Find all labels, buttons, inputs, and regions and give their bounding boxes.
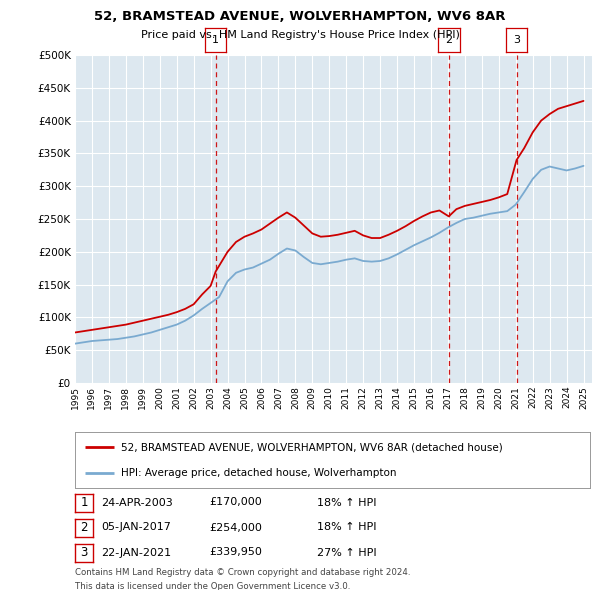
Text: 1: 1 [212,35,219,45]
Text: £254,000: £254,000 [209,523,262,533]
Text: £339,950: £339,950 [209,548,262,558]
Text: 24-APR-2003: 24-APR-2003 [101,497,173,507]
Text: Price paid vs. HM Land Registry's House Price Index (HPI): Price paid vs. HM Land Registry's House … [140,30,460,40]
Text: 18% ↑ HPI: 18% ↑ HPI [317,497,377,507]
Text: 05-JAN-2017: 05-JAN-2017 [101,523,171,533]
Text: £170,000: £170,000 [209,497,262,507]
Text: 3: 3 [513,35,520,45]
Text: 1: 1 [80,496,88,509]
Text: 22-JAN-2021: 22-JAN-2021 [101,548,171,558]
Text: 3: 3 [80,546,88,559]
Text: Contains HM Land Registry data © Crown copyright and database right 2024.: Contains HM Land Registry data © Crown c… [75,568,410,577]
Text: 2: 2 [445,35,452,45]
Text: 52, BRAMSTEAD AVENUE, WOLVERHAMPTON, WV6 8AR (detached house): 52, BRAMSTEAD AVENUE, WOLVERHAMPTON, WV6… [121,442,503,452]
Text: 27% ↑ HPI: 27% ↑ HPI [317,548,377,558]
Text: This data is licensed under the Open Government Licence v3.0.: This data is licensed under the Open Gov… [75,582,350,590]
Text: 2: 2 [80,521,88,534]
Text: 52, BRAMSTEAD AVENUE, WOLVERHAMPTON, WV6 8AR: 52, BRAMSTEAD AVENUE, WOLVERHAMPTON, WV6… [94,10,506,23]
Text: HPI: Average price, detached house, Wolverhampton: HPI: Average price, detached house, Wolv… [121,468,397,478]
Text: 18% ↑ HPI: 18% ↑ HPI [317,523,377,533]
